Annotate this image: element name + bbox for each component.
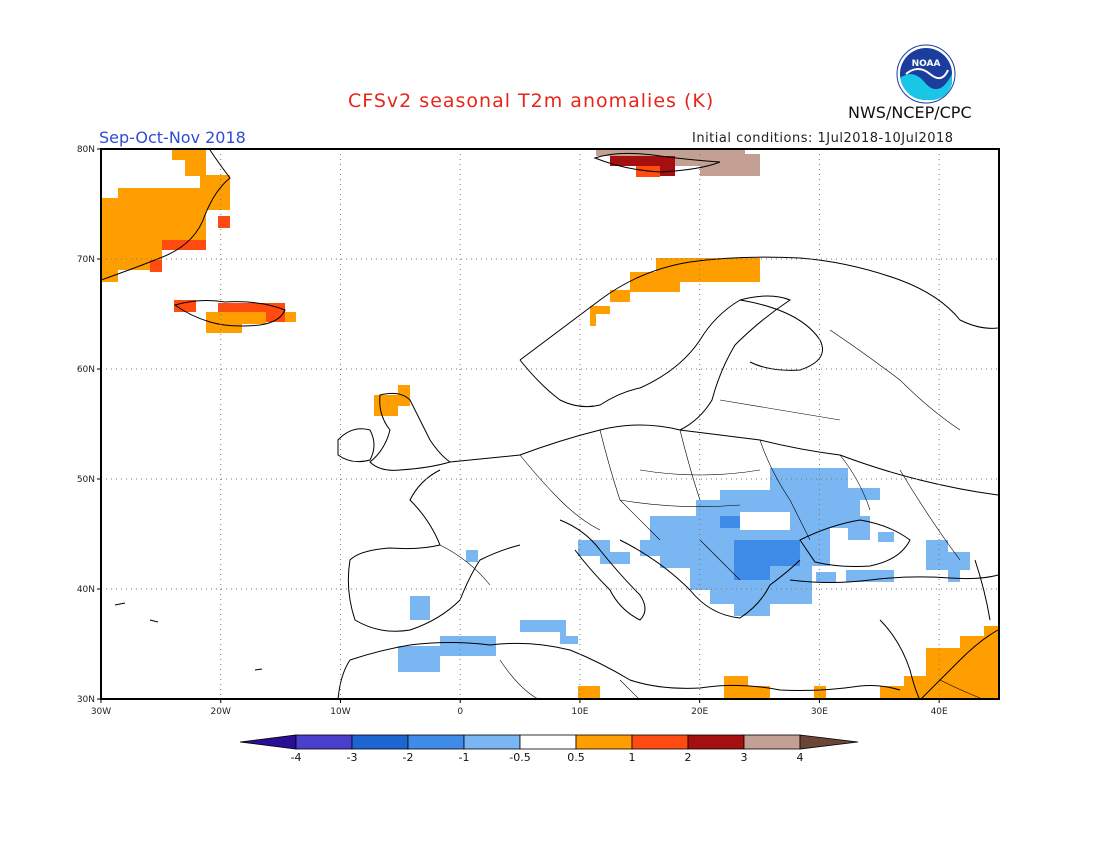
coast-sweden-baltic <box>639 295 792 431</box>
colorbar-label: -1 <box>459 751 470 764</box>
colorbar-label: -4 <box>291 751 302 764</box>
colorbar-box <box>295 734 353 750</box>
coast-arabia <box>920 629 999 699</box>
lat-label: 70N <box>77 255 95 265</box>
anomaly-region-greenland-red <box>150 216 230 272</box>
colorbar-box <box>351 734 409 750</box>
season-label: Sep-Oct-Nov 2018 <box>99 128 246 147</box>
anomaly-region-iceland-orange <box>206 312 296 333</box>
coast-azores <box>114 602 263 671</box>
anomaly-cells <box>101 150 999 699</box>
latitude-labels: 30N 40N 50N 60N 70N 80N <box>77 145 95 705</box>
svg-text:NOAA: NOAA <box>912 59 941 69</box>
anomaly-region-balkans-darkblue <box>720 516 800 580</box>
colorbar-label: 0.5 <box>567 751 585 764</box>
anomaly-region-scotland-orange <box>374 385 410 416</box>
anomaly-region-norway-orange <box>590 258 760 326</box>
grid-lines <box>101 149 999 699</box>
colorbar-label: 1 <box>629 751 636 764</box>
map-title: CFSv2 seasonal T2m anomalies (K) <box>348 90 715 112</box>
colorbar-arrow-high <box>799 734 859 750</box>
coast-nw-africa <box>337 659 351 699</box>
map-plot-area <box>101 149 999 699</box>
coast-finland <box>739 299 823 371</box>
coast-france-iberia <box>347 469 521 632</box>
anomaly-region-italy-blue <box>466 540 630 564</box>
coast-caspian <box>974 559 991 621</box>
coast-levant <box>879 619 921 699</box>
lat-label: 60N <box>77 365 95 375</box>
colorbar-label: 4 <box>797 751 804 764</box>
colorbar-box <box>631 734 689 750</box>
colorbar-box <box>743 734 801 750</box>
lon-label: 0 <box>457 707 463 717</box>
coast-north-africa <box>349 642 901 691</box>
colorbar-label: 3 <box>741 751 748 764</box>
colorbar-label: -2 <box>403 751 414 764</box>
coast-black-sea <box>799 519 911 567</box>
coast-balkans <box>619 539 801 619</box>
lat-label: 50N <box>77 475 95 485</box>
anomaly-region-svalbard-tan <box>596 150 760 176</box>
agency-label: NWS/NCEP/CPC <box>848 103 972 122</box>
anomaly-region-turkey-blue <box>816 532 970 582</box>
coast-greenland <box>101 149 231 281</box>
anomaly-region-north-africa-blue <box>398 596 578 672</box>
colorbar-label: -3 <box>347 751 358 764</box>
colorbar-label: -0.5 <box>509 751 530 764</box>
colorbar: -4 -3 -2 -1 -0.5 0.5 1 2 3 4 <box>239 734 859 764</box>
lon-label: 40E <box>931 707 948 717</box>
colorbar-box <box>575 734 633 750</box>
anomaly-region-iceland-red <box>174 300 285 322</box>
coastlines <box>101 149 999 699</box>
coast-west-europe <box>449 424 999 496</box>
coast-norway-west <box>519 359 641 408</box>
noaa-logo-icon: NOAA <box>896 44 956 104</box>
coast-italy <box>559 519 646 621</box>
coast-turkey <box>789 574 999 583</box>
anomaly-region-greenland-orange <box>101 175 230 282</box>
axis-ticks <box>97 148 940 703</box>
coast-svalbard <box>593 152 721 173</box>
lon-label: 30W <box>91 707 111 717</box>
lon-label: 10E <box>571 707 588 717</box>
anomaly-region-mideast-orange <box>880 626 999 699</box>
lon-label: 30E <box>811 707 828 717</box>
colorbar-box <box>519 734 577 750</box>
coast-gb <box>369 392 452 471</box>
colorbar-arrow-low <box>239 734 297 750</box>
anomaly-region-white-hole <box>740 512 790 530</box>
coast-iceland <box>173 300 286 327</box>
anomaly-region-libya-orange <box>578 676 826 699</box>
lat-label: 80N <box>77 145 95 155</box>
lon-label: 10W <box>330 707 350 717</box>
coast-scandinavia <box>519 256 999 361</box>
lat-label: 40N <box>77 585 95 595</box>
colorbar-box <box>407 734 465 750</box>
anomaly-region-greenland-orange-n <box>172 150 206 176</box>
lon-label: 20W <box>211 707 231 717</box>
initial-conditions-label: Initial conditions: 1Jul2018-10Jul2018 <box>692 131 954 146</box>
lat-label: 30N <box>77 695 95 705</box>
lon-label: 20E <box>691 707 708 717</box>
coast-ireland <box>337 428 375 463</box>
longitude-labels: 30W 20W 10W 0 10E 20E 30E 40E <box>91 707 948 717</box>
colorbar-box <box>687 734 745 750</box>
colorbar-label: 2 <box>685 751 692 764</box>
map-frame <box>100 148 1000 700</box>
colorbar-box <box>463 734 521 750</box>
